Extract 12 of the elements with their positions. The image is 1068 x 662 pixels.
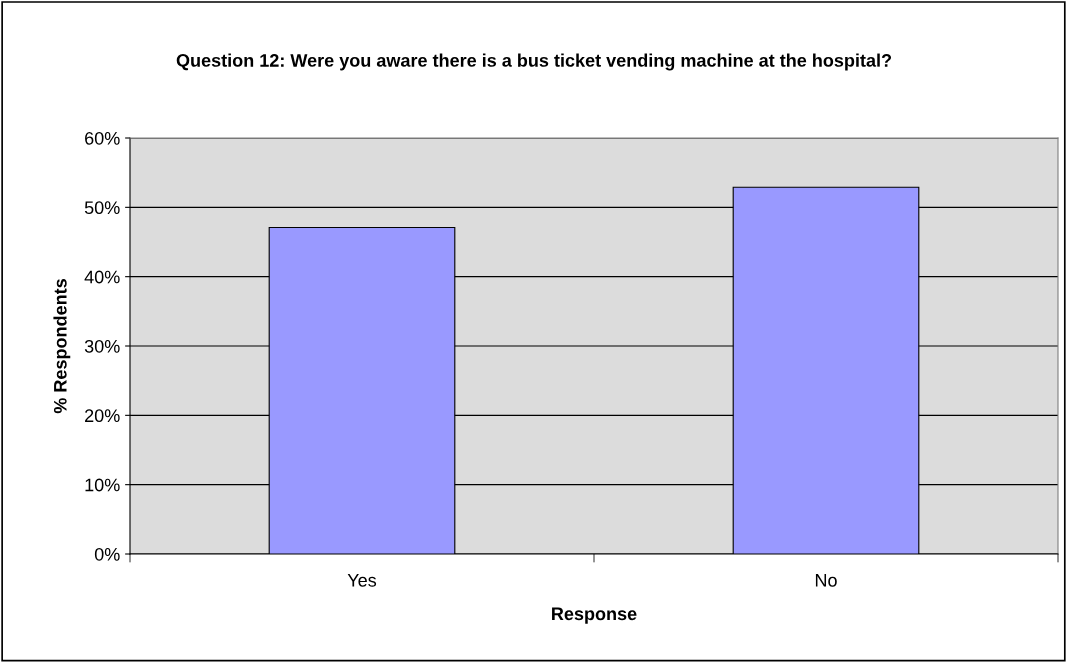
x-tick-label: Yes — [347, 574, 377, 587]
y-tick-label: 10% — [85, 478, 120, 492]
x-axis-title: Response — [552, 607, 637, 624]
y-tick-label: 40% — [84, 270, 120, 284]
chart-title: Question 12: Were you aware there is a bus ticket vending machine at the hospital? — [176, 53, 892, 71]
y-tick-label: 50% — [84, 201, 120, 215]
x-tick-label: No — [815, 574, 837, 587]
y-tick-label: 30% — [84, 339, 120, 353]
y-tick-label: 0% — [94, 547, 120, 561]
y-axis-title: % Respondents — [53, 279, 71, 414]
y-tick-label: 20% — [85, 409, 120, 423]
y-tick-label: 60% — [85, 131, 120, 145]
